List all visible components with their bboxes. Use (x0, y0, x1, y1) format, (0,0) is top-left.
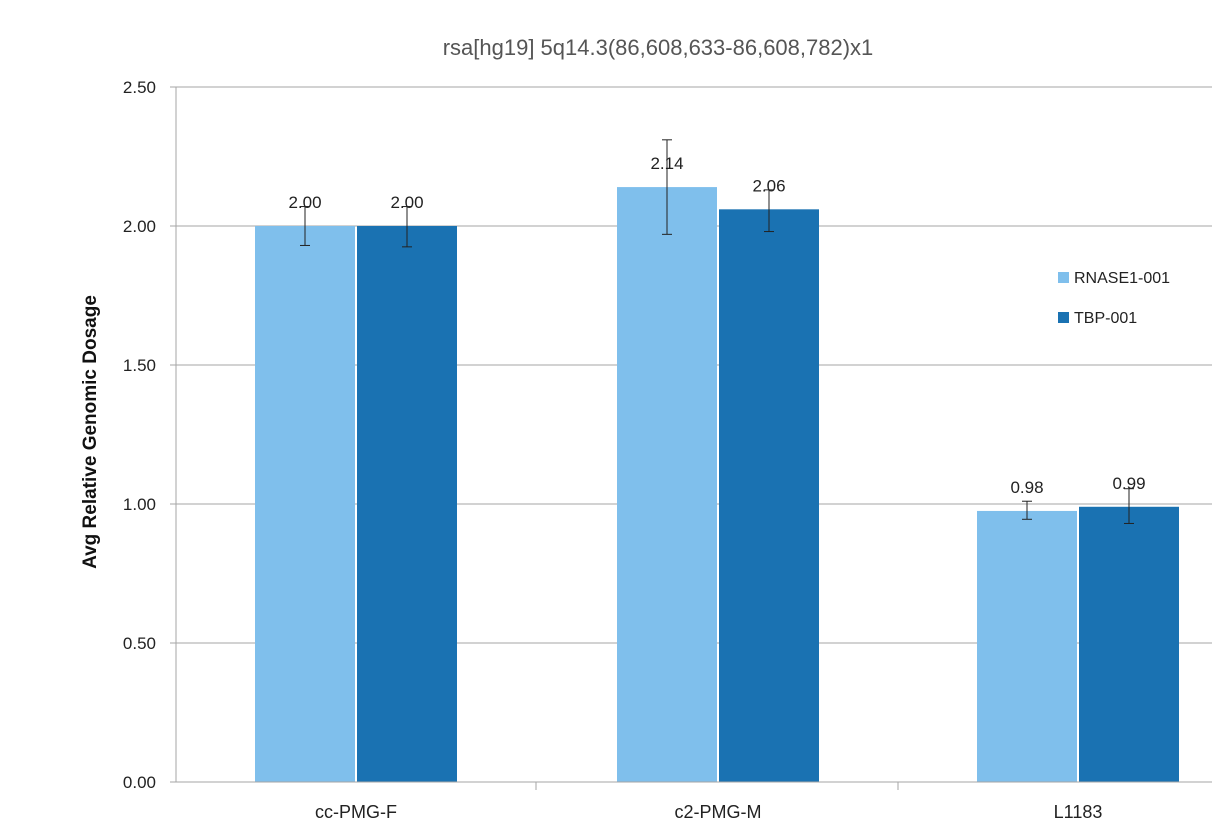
legend-swatch (1058, 312, 1069, 323)
data-label: 0.98 (1010, 478, 1043, 497)
bar (1079, 506, 1179, 782)
data-label: 2.06 (752, 176, 785, 195)
x-category-label: cc-PMG-F (315, 802, 397, 822)
legend-label: TBP-001 (1074, 310, 1137, 327)
y-tick-label: 1.00 (123, 495, 156, 514)
chart-title: rsa[hg19] 5q14.3(86,608,633-86,608,782)x… (443, 35, 874, 60)
bar (617, 187, 717, 782)
bar (357, 226, 457, 782)
bars (255, 139, 1179, 782)
y-tick-label: 1.50 (123, 356, 156, 375)
bar (719, 209, 819, 782)
axes: 0.00 0.50 1.00 1.50 2.00 2.50 cc-PMG-F c2-PMG-M… (123, 78, 1212, 822)
data-labels: 2.00 2.00 2.14 2.06 0.98 0.99 (288, 154, 1145, 497)
x-category-label: L1183 (1054, 802, 1103, 822)
y-tick-label: 0.50 (123, 634, 156, 653)
data-label: 2.14 (650, 154, 683, 173)
bar (255, 226, 355, 782)
legend: RNASE1-001 TBP-001 (1058, 270, 1170, 327)
x-category-label: c2-PMG-M (675, 802, 762, 822)
y-tick-label: 0.00 (123, 773, 156, 792)
legend-swatch (1058, 272, 1069, 283)
data-label: 2.00 (390, 193, 423, 212)
y-tick-label: 2.50 (123, 78, 156, 97)
data-label: 0.99 (1112, 474, 1145, 493)
bar (977, 510, 1077, 782)
legend-label: RNASE1-001 (1074, 270, 1170, 287)
data-label: 2.00 (288, 193, 321, 212)
y-axis-title: Avg Relative Genomic Dosage (80, 295, 101, 569)
y-tick-label: 2.00 (123, 217, 156, 236)
